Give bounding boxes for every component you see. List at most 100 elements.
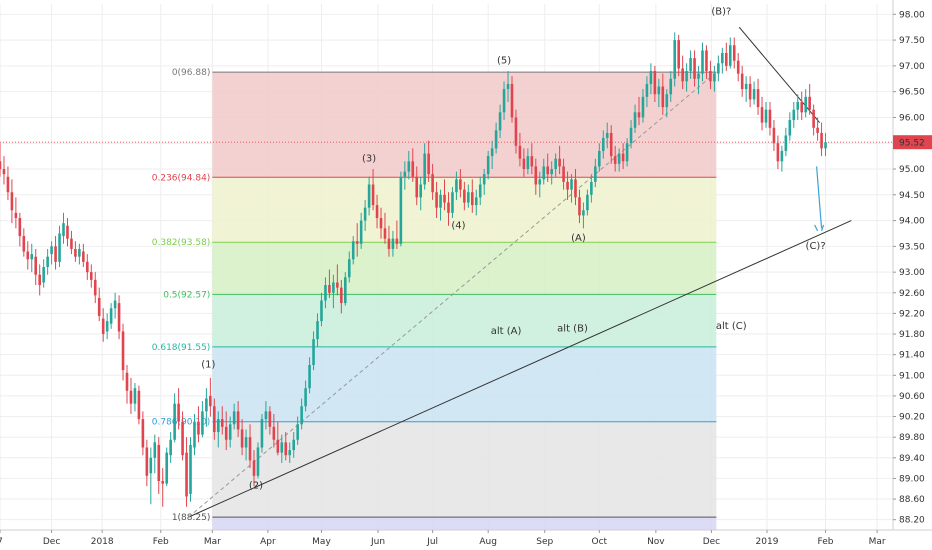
candle-body: [705, 50, 708, 72]
candle-body: [316, 321, 319, 340]
candle-body: [677, 40, 680, 69]
candle-body: [34, 256, 38, 275]
candle-body: [66, 225, 69, 239]
candle-body: [224, 426, 228, 440]
candle-body: [117, 303, 121, 332]
fib-zone: [212, 294, 717, 347]
candle-body: [649, 71, 653, 84]
candle-body: [141, 419, 145, 448]
candle-body: [598, 150, 601, 167]
candle-body: [403, 171, 407, 177]
fib-level-label: 0.236(94.84): [152, 173, 211, 183]
candle-body: [550, 169, 553, 175]
candle-body: [260, 419, 264, 448]
candle-body: [407, 161, 411, 172]
candle-body: [165, 452, 168, 484]
candle-body: [10, 192, 14, 211]
candle-body: [383, 228, 387, 239]
candle-body: [205, 398, 208, 412]
candle-body: [447, 202, 450, 213]
candle-body: [701, 50, 704, 74]
time-tick-label: Sep: [536, 537, 553, 547]
candle-body: [109, 308, 113, 324]
price-tick-label: 90.20: [899, 413, 925, 423]
candle-body: [752, 89, 756, 100]
fib-zone: [212, 72, 717, 178]
candle-body: [740, 73, 744, 90]
candle-body: [415, 176, 419, 198]
candle-body: [304, 388, 307, 407]
candle-body: [6, 176, 10, 193]
time-axis: 7 Dec 2018 Feb Mar Apr May Jun Jul Aug Sep Oct Nov De…: [0, 529, 932, 550]
projection-arrow-head: [814, 224, 825, 232]
candle-body: [661, 86, 665, 108]
candle-body: [411, 161, 415, 177]
time-tick-label: 2018: [91, 537, 114, 547]
candle-body: [181, 421, 184, 456]
candle-body: [367, 184, 371, 208]
price-tick-label: 94.50: [899, 191, 925, 201]
fib-zone: [212, 517, 717, 533]
candle-body: [332, 282, 335, 293]
candle-body: [574, 179, 577, 198]
candle-body: [772, 127, 776, 144]
candle-body: [736, 60, 740, 74]
wave-annotations: (1) (2) (3) (4) (5) (A) (B)? (C)? alt (A) alt (B)…: [201, 6, 825, 491]
candle-body: [228, 424, 232, 440]
candle-body: [808, 96, 811, 110]
candle-body: [665, 94, 669, 108]
candle-body: [478, 184, 482, 198]
candle-body: [62, 223, 65, 237]
candle-body: [800, 101, 804, 113]
candle-body: [82, 251, 85, 262]
candle-body: [768, 109, 772, 128]
time-tick-label: Mar: [869, 537, 886, 547]
candle-body: [502, 89, 506, 113]
candle-body: [240, 429, 244, 448]
candle-body: [685, 71, 688, 82]
candle-body: [594, 166, 597, 182]
candle-body: [721, 52, 724, 64]
candle-body: [78, 248, 81, 257]
candle-body: [443, 194, 446, 203]
candle-body: [657, 86, 661, 95]
wave-label: alt (A): [491, 326, 522, 337]
fib-trend-dashed: [188, 71, 717, 518]
candle-body: [728, 45, 732, 66]
candle-body: [780, 150, 784, 162]
candlesticks: [0, 32, 827, 507]
candle-body: [308, 364, 311, 389]
fib-zone: [212, 346, 717, 422]
candle-body: [280, 442, 284, 453]
candle-body: [220, 419, 224, 427]
candle-body: [562, 166, 565, 182]
wave-label: (3): [362, 153, 376, 164]
fib-level-label: 1(88.25): [172, 513, 211, 523]
time-tick-label: Jun: [370, 537, 385, 547]
time-tick-label: Mar: [204, 537, 221, 547]
time-tick-label: Aug: [479, 537, 497, 547]
price-tick-label: 96.00: [899, 113, 925, 123]
candle-body: [387, 238, 391, 249]
price-tick-label: 97.00: [899, 62, 925, 72]
candle-body: [732, 45, 736, 61]
price-tick-label: 91.40: [899, 351, 925, 361]
candle-body: [153, 442, 157, 458]
candle-body: [764, 109, 768, 123]
wave-label: (1): [201, 360, 215, 371]
candle-body: [213, 406, 216, 433]
wave-label: (B)?: [711, 6, 731, 17]
time-tick-label: Feb: [153, 537, 169, 547]
candle-body: [542, 166, 546, 180]
candle-body: [189, 444, 192, 494]
candle-body: [474, 197, 478, 206]
price-tick-label: 92.20: [899, 309, 925, 319]
candle-body: [256, 447, 260, 476]
candle-body: [201, 411, 204, 435]
wave-label: (A): [571, 233, 586, 244]
price-tick-label: 91.80: [899, 330, 925, 340]
candle-body: [288, 450, 292, 456]
wave-label: (4): [451, 220, 465, 231]
candle-body: [371, 184, 375, 206]
